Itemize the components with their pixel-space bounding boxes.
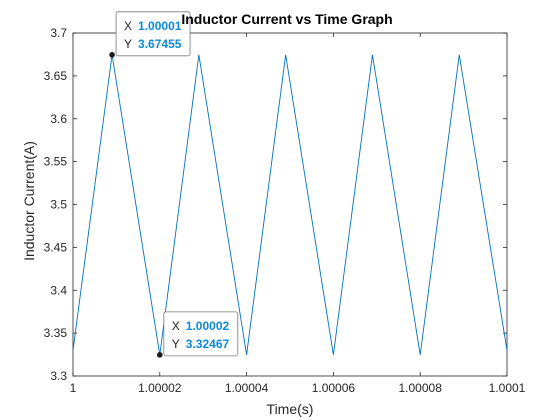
y-axis-label: Inductor Current(A) bbox=[21, 141, 37, 261]
datatip-y-key: Y bbox=[124, 37, 132, 51]
series-line-0 bbox=[72, 54, 508, 355]
y-tick-label: 3.6 bbox=[50, 112, 67, 126]
x-tick-label: 1.0001 bbox=[489, 381, 526, 395]
series-layer bbox=[72, 54, 508, 355]
x-axis-label: Time(s) bbox=[267, 401, 314, 417]
datatip-box bbox=[163, 311, 239, 357]
datatip-y-value: 3.32467 bbox=[186, 337, 230, 351]
y-tick-label: 3.35 bbox=[44, 326, 68, 340]
datatip-marker bbox=[109, 52, 115, 58]
axes-frame bbox=[72, 32, 508, 377]
y-tick-label: 3.5 bbox=[50, 198, 67, 212]
datatip-x-key: X bbox=[172, 319, 180, 333]
datatip-x-value: 1.00002 bbox=[186, 319, 230, 333]
datatip[interactable]: X 1.00002 Y 3.32467 bbox=[157, 311, 239, 358]
plot-area-box bbox=[72, 32, 508, 377]
datatips-layer: X 1.00001 Y 3.67455 X 1.00002 Y 3.32467 bbox=[109, 11, 239, 358]
datatip-marker bbox=[157, 352, 163, 358]
chart-title: Inductor Current vs Time Graph bbox=[181, 11, 392, 27]
datatip-box bbox=[115, 11, 191, 57]
x-tick-label: 1.00004 bbox=[225, 381, 269, 395]
datatip-x-value: 1.00001 bbox=[138, 19, 182, 33]
datatip-x-key: X bbox=[124, 19, 132, 33]
datatip[interactable]: X 1.00001 Y 3.67455 bbox=[109, 11, 191, 58]
x-tick-label: 1.00008 bbox=[399, 381, 443, 395]
y-tick-label: 3.45 bbox=[44, 240, 68, 254]
y-tick-label: 3.3 bbox=[50, 369, 67, 383]
y-tick-label: 3.55 bbox=[44, 155, 68, 169]
x-axis-ticks: 1 1.00002 1.00004 1.00006 1.00008 1.0001 bbox=[70, 33, 526, 395]
y-axis-ticks: 3.3 3.35 3.4 3.45 3.5 3.55 3.6 3.65 3.7 bbox=[44, 26, 507, 383]
x-tick-label: 1.00006 bbox=[312, 381, 356, 395]
y-tick-label: 3.4 bbox=[50, 283, 67, 297]
datatip-y-key: Y bbox=[172, 337, 180, 351]
datatip-y-value: 3.67455 bbox=[138, 37, 182, 51]
x-tick-label: 1.00002 bbox=[138, 381, 182, 395]
x-tick-label: 1 bbox=[70, 381, 77, 395]
y-tick-label: 3.7 bbox=[50, 26, 67, 40]
y-tick-label: 3.65 bbox=[44, 69, 68, 83]
